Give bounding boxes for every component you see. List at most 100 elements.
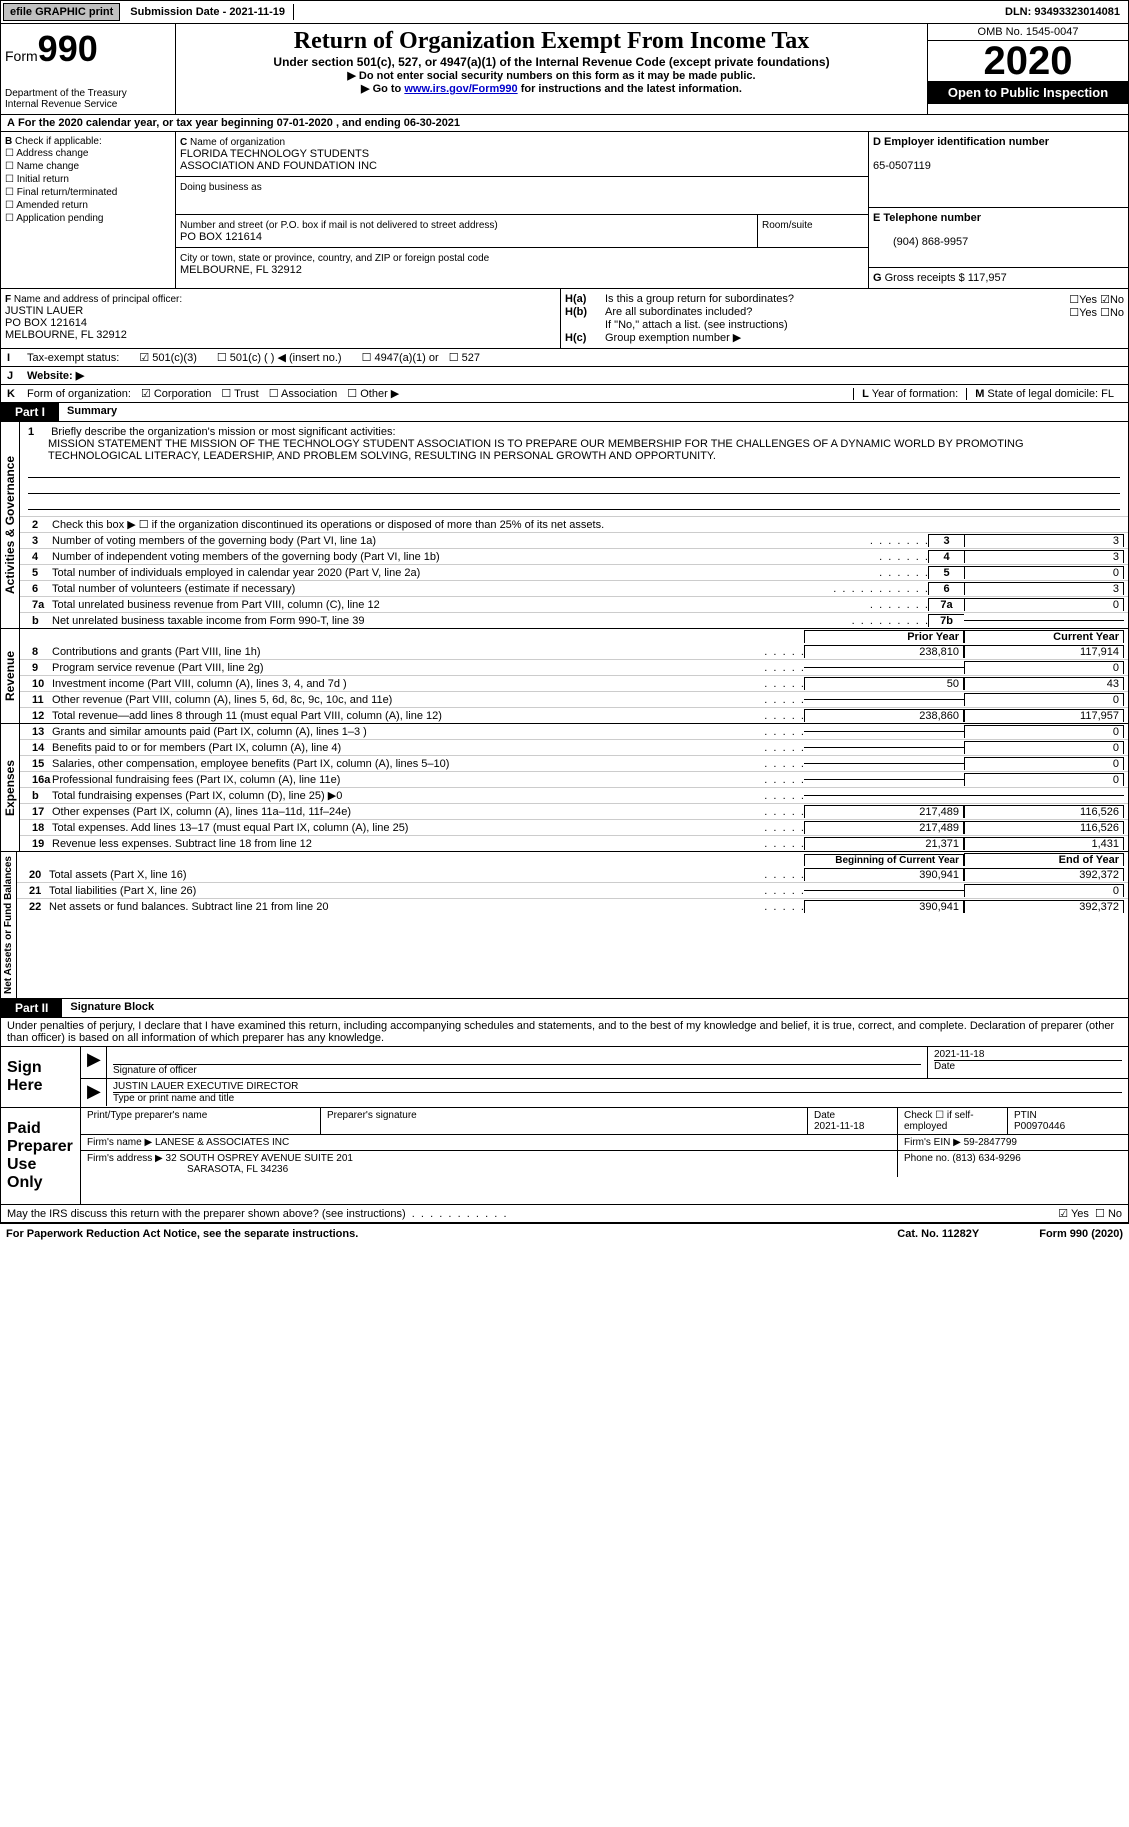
firm-ein: 59-2847799 bbox=[964, 1137, 1017, 1148]
line-8: Contributions and grants (Part VIII, lin… bbox=[52, 646, 761, 658]
line-4-value: 3 bbox=[964, 550, 1124, 563]
line-19: Revenue less expenses. Subtract line 18 … bbox=[52, 838, 761, 850]
chk-amended[interactable]: Amended return bbox=[5, 199, 171, 212]
sign-here-label: Sign Here bbox=[1, 1047, 81, 1107]
line-b-current bbox=[964, 795, 1124, 796]
line-18-current: 116,526 bbox=[964, 821, 1124, 834]
topbar: efile GRAPHIC print Submission Date - 20… bbox=[0, 0, 1129, 24]
tax-exempt-row: I Tax-exempt status: ☑ 501(c)(3) ☐ 501(c… bbox=[0, 349, 1129, 367]
line-9: Program service revenue (Part VIII, line… bbox=[52, 662, 761, 674]
chk-address-change[interactable]: Address change bbox=[5, 147, 171, 160]
line-10-current: 43 bbox=[964, 677, 1124, 690]
line-17: Other expenses (Part IX, column (A), lin… bbox=[52, 806, 761, 818]
line-7b: Net unrelated business taxable income fr… bbox=[52, 615, 852, 627]
line-16a: Professional fundraising fees (Part IX, … bbox=[52, 774, 761, 786]
line-21-current: 0 bbox=[964, 884, 1124, 897]
form-title: Return of Organization Exempt From Incom… bbox=[180, 28, 923, 55]
part2-title: Signature Block bbox=[62, 999, 162, 1017]
officer-label: Name and address of principal officer: bbox=[14, 294, 182, 305]
section-a-taxyear: A For the 2020 calendar year, or tax yea… bbox=[0, 115, 1129, 132]
tax-year: 2020 bbox=[928, 41, 1128, 81]
city-label: City or town, state or province, country… bbox=[180, 253, 489, 264]
firm-addr-label: Firm's address ▶ bbox=[87, 1153, 163, 1164]
line-3: Number of voting members of the governin… bbox=[52, 535, 870, 547]
form-org-label: Form of organization: bbox=[27, 388, 131, 400]
checkif-label: Check if applicable: bbox=[15, 136, 102, 147]
end-year-head: End of Year bbox=[964, 853, 1124, 866]
org-name-2: ASSOCIATION AND FOUNDATION INC bbox=[180, 160, 377, 172]
line-13-prior bbox=[804, 731, 964, 732]
org-name-1: FLORIDA TECHNOLOGY STUDENTS bbox=[180, 148, 369, 160]
irs-link[interactable]: www.irs.gov/Form990 bbox=[404, 83, 517, 95]
discuss-row: May the IRS discuss this return with the… bbox=[0, 1205, 1129, 1223]
footer: For Paperwork Reduction Act Notice, see … bbox=[0, 1223, 1129, 1244]
line-19-prior: 21,371 bbox=[804, 837, 964, 850]
expenses-side: Expenses bbox=[0, 724, 20, 851]
tax-exempt-label: Tax-exempt status: bbox=[27, 352, 119, 364]
line-15-prior bbox=[804, 763, 964, 764]
perjury-text: Under penalties of perjury, I declare th… bbox=[0, 1018, 1129, 1047]
officer-addr: PO BOX 121614 bbox=[5, 317, 87, 329]
line-10-prior: 50 bbox=[804, 677, 964, 690]
entity-block: B Check if applicable: Address change Na… bbox=[0, 132, 1129, 289]
governance-section: Activities & Governance 1 Briefly descri… bbox=[0, 422, 1129, 629]
part2-tab: Part II bbox=[1, 999, 62, 1017]
line-7b-value bbox=[964, 620, 1124, 621]
line-22-current: 392,372 bbox=[964, 900, 1124, 913]
part2-bar: Part II Signature Block bbox=[0, 999, 1129, 1018]
part1-tab: Part I bbox=[1, 403, 59, 421]
firm-ein-label: Firm's EIN ▶ bbox=[904, 1137, 961, 1148]
chk-app-pending[interactable]: Application pending bbox=[5, 212, 171, 225]
paid-preparer-label: Paid Preparer Use Only bbox=[1, 1108, 81, 1204]
line-21: Total liabilities (Part X, line 26) bbox=[49, 885, 761, 897]
ptin-value: P00970446 bbox=[1014, 1121, 1065, 1132]
dept-treasury: Department of the Treasury bbox=[5, 88, 171, 99]
paid-preparer-block: Paid Preparer Use Only Print/Type prepar… bbox=[0, 1108, 1129, 1205]
balances-side: Net Assets or Fund Balances bbox=[0, 852, 17, 998]
line-7a: Total unrelated business revenue from Pa… bbox=[52, 599, 870, 611]
chk-final-return[interactable]: Final return/terminated bbox=[5, 186, 171, 199]
line-9-current: 0 bbox=[964, 661, 1124, 674]
line-13: Grants and similar amounts paid (Part IX… bbox=[52, 726, 761, 738]
line-22-prior: 390,941 bbox=[804, 900, 964, 913]
chk-name-change[interactable]: Name change bbox=[5, 160, 171, 173]
501c3: 501(c)(3) bbox=[152, 352, 197, 364]
line-14: Benefits paid to or for members (Part IX… bbox=[52, 742, 761, 754]
governance-side: Activities & Governance bbox=[0, 422, 20, 628]
cat-no: Cat. No. 11282Y bbox=[897, 1228, 979, 1240]
phone-label: Telephone number bbox=[883, 212, 981, 224]
sig-date: 2021-11-18 bbox=[934, 1049, 984, 1060]
begin-year-head: Beginning of Current Year bbox=[804, 854, 964, 866]
line-19-current: 1,431 bbox=[964, 837, 1124, 850]
website-label: Website: ▶ bbox=[27, 369, 84, 382]
dba-label: Doing business as bbox=[180, 182, 262, 193]
line-16a-prior bbox=[804, 779, 964, 780]
balances-section: Net Assets or Fund Balances Beginning of… bbox=[0, 852, 1129, 999]
part1-bar: Part I Summary bbox=[0, 403, 1129, 422]
line-18-prior: 217,489 bbox=[804, 821, 964, 834]
line-3-value: 3 bbox=[964, 534, 1124, 547]
line-20-current: 392,372 bbox=[964, 868, 1124, 881]
subordinates-q: Are all subordinates included? bbox=[605, 306, 1069, 319]
firm-phone-label: Phone no. bbox=[904, 1153, 950, 1164]
ein-label: Employer identification number bbox=[884, 136, 1049, 148]
line-11-prior bbox=[804, 699, 964, 700]
sig-date-label: Date bbox=[934, 1061, 955, 1072]
chk-initial-return[interactable]: Initial return bbox=[5, 173, 171, 186]
line-13-current: 0 bbox=[964, 725, 1124, 738]
prior-year-head: Prior Year bbox=[804, 630, 964, 643]
form-number: 990 bbox=[38, 28, 98, 69]
efile-print-button[interactable]: efile GRAPHIC print bbox=[3, 3, 120, 21]
part1-title: Summary bbox=[59, 403, 125, 421]
line-2: Check this box ▶ ☐ if the organization d… bbox=[52, 518, 1124, 531]
gross-label: Gross receipts $ bbox=[885, 272, 965, 284]
line-15-current: 0 bbox=[964, 757, 1124, 770]
line-20-prior: 390,941 bbox=[804, 868, 964, 881]
domicile-label: State of legal domicile: bbox=[987, 388, 1098, 400]
preparer-name-head: Print/Type preparer's name bbox=[81, 1108, 321, 1134]
line-6-value: 3 bbox=[964, 582, 1124, 595]
mission-label: Briefly describe the organization's miss… bbox=[51, 426, 395, 438]
revenue-side: Revenue bbox=[0, 629, 20, 723]
submission-date: Submission Date - 2021-11-19 bbox=[122, 4, 294, 20]
self-employed: Check ☐ if self-employed bbox=[898, 1108, 1008, 1134]
